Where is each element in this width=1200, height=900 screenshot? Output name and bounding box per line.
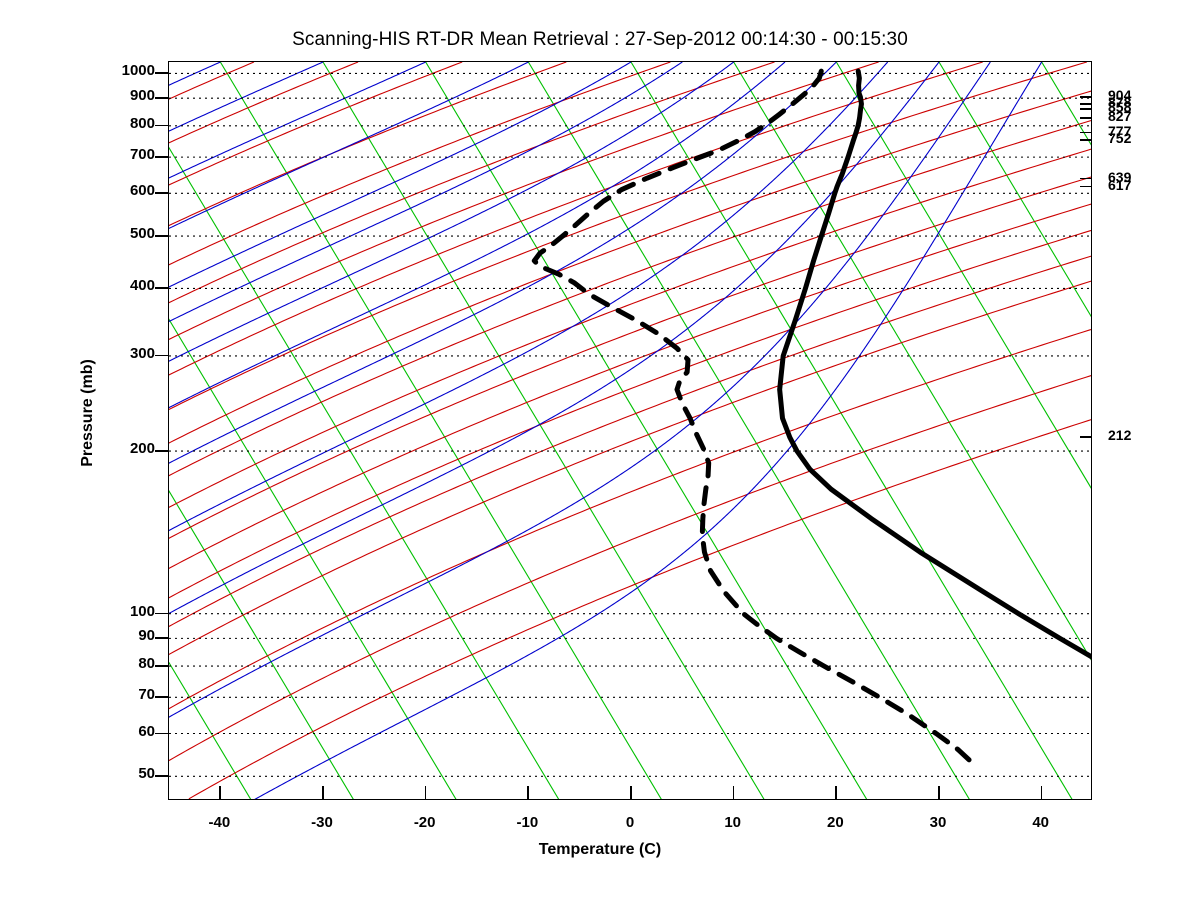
right-tick-mark <box>1080 139 1092 141</box>
right-pressure-label: 639 <box>1108 168 1132 185</box>
right-pressure-label: 858 <box>1108 99 1132 116</box>
y-tick-label: 60 <box>138 722 155 740</box>
x-tick-mark <box>630 786 632 800</box>
y-tick-label: 900 <box>129 87 155 105</box>
y-tick-mark <box>155 732 168 735</box>
right-pressure-label: 878 <box>1108 93 1132 110</box>
y-tick-label: 80 <box>138 655 155 672</box>
right-tick-mark <box>1080 177 1092 180</box>
y-tick-label: 600 <box>129 182 155 200</box>
right-tick-mark <box>1080 131 1092 134</box>
y-tick-mark <box>155 72 168 74</box>
x-tick-label: 20 <box>826 814 844 831</box>
right-pressure-label: 777 <box>1108 122 1132 139</box>
isotherm-lines <box>169 62 1091 799</box>
y-tick-mark <box>155 192 168 194</box>
right-pressure-label: 752 <box>1108 130 1132 147</box>
y-tick-label: 500 <box>129 225 155 243</box>
x-tick-mark <box>835 786 837 800</box>
temperature-profile <box>777 68 1091 660</box>
y-tick-label: 300 <box>129 344 155 362</box>
x-tick-label: 40 <box>1032 814 1049 831</box>
right-tick-mark <box>1080 96 1092 98</box>
y-tick-mark <box>155 696 168 698</box>
x-tick-label: -40 <box>208 814 231 831</box>
chart-title: Scanning-HIS RT-DR Mean Retrieval : 27-S… <box>292 29 908 50</box>
y-tick-label: 90 <box>138 627 155 645</box>
y-tick-label: 200 <box>129 440 155 458</box>
y-axis-label: Pressure (mb) <box>79 359 96 467</box>
y-tick-label: 50 <box>138 765 155 783</box>
y-tick-label: 70 <box>138 686 155 704</box>
y-tick-mark <box>155 354 168 357</box>
x-tick-mark <box>527 786 529 800</box>
y-tick-label: 800 <box>129 114 155 132</box>
right-pressure-label: 617 <box>1108 176 1132 193</box>
right-pressure-label: 212 <box>1108 427 1132 444</box>
right-pressure-label: 904 <box>1108 87 1132 104</box>
pressure-gridlines <box>169 72 1091 777</box>
x-tick-mark <box>1040 786 1043 800</box>
y-tick-mark <box>155 287 168 289</box>
x-tick-mark <box>322 786 324 800</box>
y-tick-mark <box>155 235 168 237</box>
right-tick-mark <box>1080 185 1092 188</box>
y-tick-mark <box>155 775 168 777</box>
right-tick-mark <box>1080 103 1092 105</box>
right-tick-mark <box>1080 436 1092 438</box>
right-tick-mark <box>1080 108 1092 110</box>
x-tick-mark <box>938 786 940 800</box>
sounding-profiles <box>531 68 1091 766</box>
y-tick-label: 400 <box>129 277 155 295</box>
plot-area <box>168 61 1092 800</box>
x-tick-mark <box>732 786 735 800</box>
y-tick-label: 100 <box>129 602 155 620</box>
right-pressure-label: 827 <box>1108 108 1132 124</box>
skewt-canvas <box>169 62 1091 799</box>
x-tick-mark <box>424 786 427 800</box>
y-tick-label: 700 <box>129 146 155 164</box>
moist-adiabat-lines <box>169 62 1043 799</box>
x-tick-label: -20 <box>413 814 436 831</box>
dry-adiabat-lines <box>169 62 1091 799</box>
y-tick-mark <box>155 97 168 99</box>
x-tick-label: -10 <box>516 814 539 831</box>
y-tick-mark <box>155 637 168 639</box>
right-tick-mark <box>1080 117 1092 119</box>
y-tick-mark <box>155 665 168 667</box>
x-tick-label: -30 <box>311 814 333 831</box>
x-tick-label: 10 <box>724 814 741 831</box>
y-tick-mark <box>155 450 168 452</box>
y-tick-mark <box>155 124 168 127</box>
x-axis-label: Temperature (C) <box>538 841 662 858</box>
y-tick-mark <box>155 156 168 158</box>
x-tick-mark <box>219 786 221 800</box>
x-tick-label: 30 <box>929 814 947 831</box>
y-tick-label: 1000 <box>121 62 155 80</box>
x-tick-label: 0 <box>625 814 635 831</box>
y-tick-mark <box>155 612 168 615</box>
dewpoint-profile <box>531 68 975 766</box>
